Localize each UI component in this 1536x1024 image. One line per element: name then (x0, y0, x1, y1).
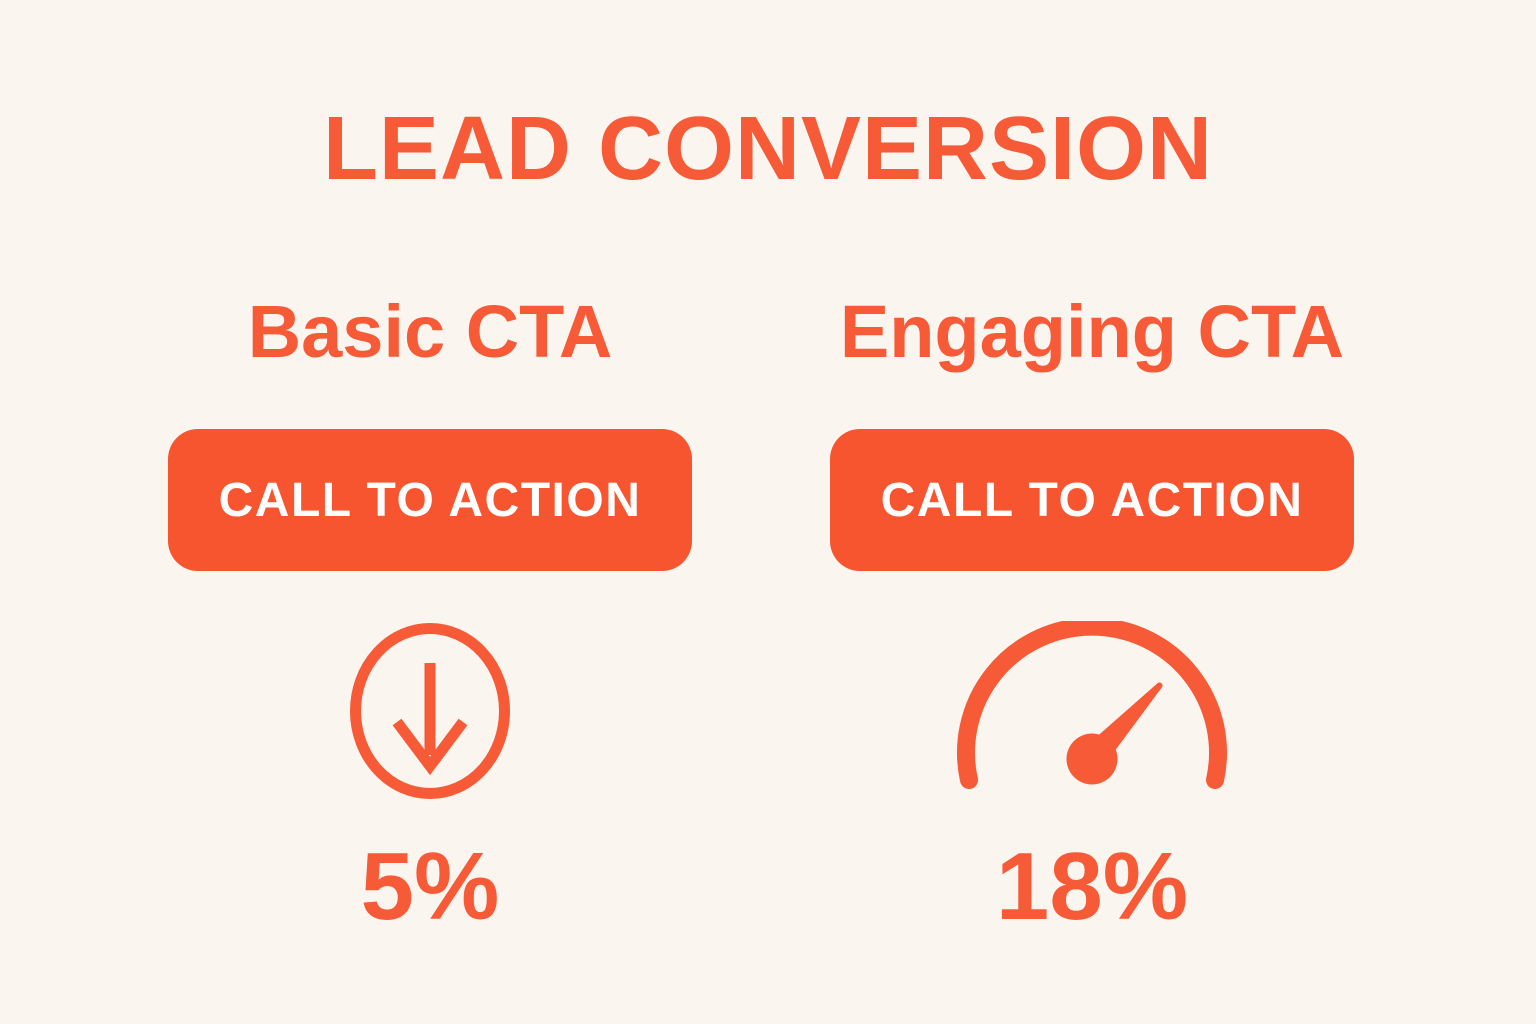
basic-cta-conversion-value: 5% (360, 833, 500, 940)
arrow-down-circle-icon (348, 623, 512, 799)
gauge-icon (942, 621, 1242, 799)
basic-cta-heading: Basic CTA (247, 290, 613, 373)
page-title: LEAD CONVERSION (322, 99, 1214, 199)
engaging-cta-conversion-value: 18% (995, 833, 1189, 940)
engaging-cta-column: Engaging CTA CALL TO ACTION 18% (812, 295, 1372, 935)
basic-cta-button-label: CALL TO ACTION (218, 473, 642, 527)
engaging-cta-button[interactable]: CALL TO ACTION (830, 429, 1354, 571)
engaging-cta-button-label: CALL TO ACTION (880, 473, 1304, 527)
basic-cta-button[interactable]: CALL TO ACTION (168, 429, 692, 571)
basic-cta-column: Basic CTA CALL TO ACTION 5% (150, 295, 710, 935)
engaging-cta-heading: Engaging CTA (839, 290, 1345, 373)
